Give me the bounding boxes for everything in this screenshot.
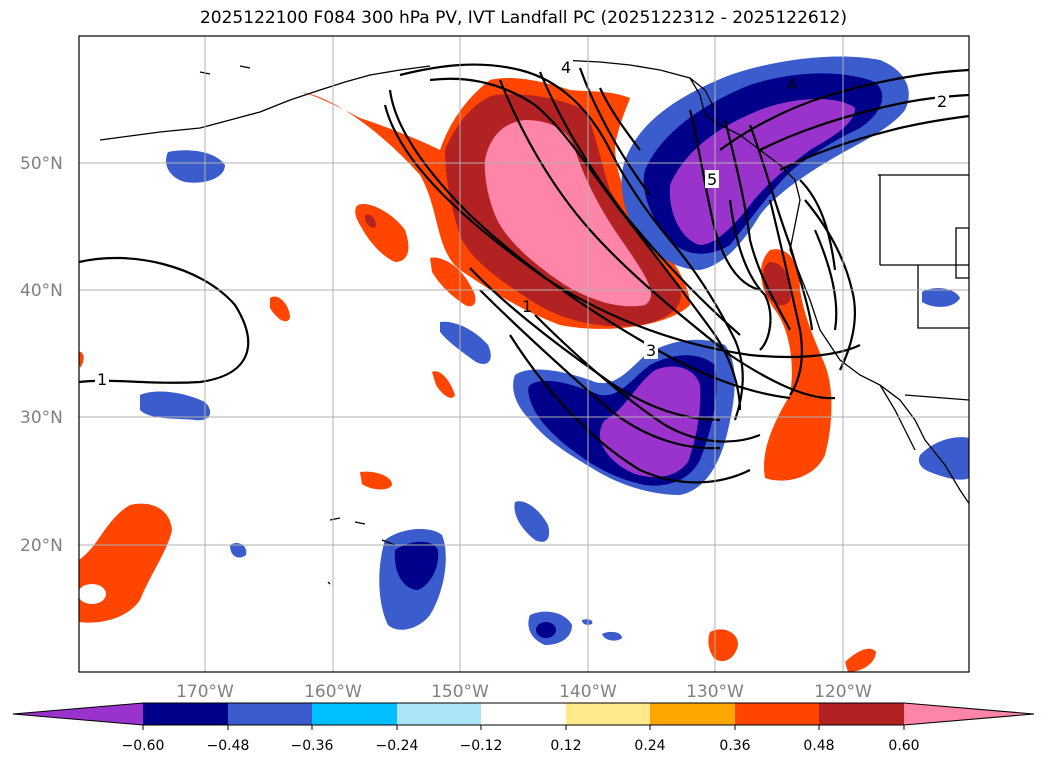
negative-anomaly-small: [922, 288, 960, 307]
colorbar-swatch: [481, 703, 566, 725]
lat-label: 40°N: [20, 281, 63, 301]
colorbar-tick-label: −0.24: [376, 738, 419, 754]
colorbar-tick-label: −0.36: [291, 738, 334, 754]
colorbar-tick-label: 0.60: [888, 738, 919, 754]
lon-label: 170°W: [176, 682, 234, 702]
positive-anomaly-small: [708, 629, 738, 662]
colorbar-tick-label: −0.48: [207, 738, 250, 754]
colorbar-tick-label: 0.12: [550, 738, 581, 754]
negative-anomaly-small: [514, 501, 550, 542]
contour-label: 3: [646, 341, 656, 360]
colorbar-tick-label: 0.36: [719, 738, 750, 754]
lat-label: 30°N: [20, 408, 63, 428]
contour-label: 1: [97, 370, 107, 389]
contour-label: 4: [787, 75, 797, 94]
colorbar-tick-label: 0.48: [803, 738, 834, 754]
colorbar-tick-label: −0.12: [460, 738, 503, 754]
colorbar-swatch: [566, 703, 650, 725]
positive-anomaly-small: [270, 296, 290, 322]
colorbar-tick-label: −0.60: [122, 738, 165, 754]
colorbar-swatch: [397, 703, 481, 725]
colorbar: −0.60 −0.48 −0.36 −0.24 −0.12 0.12 0.24 …: [12, 702, 1035, 754]
positive-anomaly-small: [432, 371, 455, 398]
negative-anomaly-small: [230, 543, 247, 558]
map-frame: [78, 35, 970, 673]
negative-anomaly-small: [140, 391, 211, 421]
negative-anomaly-small: [528, 611, 572, 645]
positive-anomaly-small: [845, 648, 876, 672]
colorbar-tick-label: 0.24: [634, 738, 665, 754]
lon-label: 140°W: [559, 682, 617, 702]
positive-anomaly-small: [430, 257, 476, 307]
lon-label: 130°W: [686, 682, 744, 702]
colorbar-swatch: [735, 703, 819, 725]
map-title: 2025122100 F084 300 hPa PV, IVT Landfall…: [199, 8, 847, 28]
lat-label: 50°N: [20, 154, 63, 174]
colorbar-swatch: [819, 703, 904, 725]
lon-label: 160°W: [304, 682, 362, 702]
gridlines: [79, 36, 969, 672]
contour-label: 5: [707, 170, 717, 189]
contour-label: 4: [561, 58, 571, 77]
lat-label: 20°N: [20, 536, 63, 556]
lon-label: 120°W: [814, 682, 872, 702]
coastlines: [99, 59, 969, 585]
colorbar-extend-right: [904, 703, 1034, 725]
negative-anomaly-small: [165, 150, 225, 183]
colorbar-swatch: [228, 703, 312, 725]
contour-label: 2: [937, 92, 947, 111]
positive-anomaly-small: [360, 471, 392, 490]
lon-label: 150°W: [431, 682, 489, 702]
negative-anomaly-small: [440, 321, 491, 365]
contour-labels: 1 2 3 4 5 1 4: [95, 58, 949, 389]
colorbar-swatch: [143, 703, 228, 725]
contour-label: 1: [522, 297, 532, 316]
colorbar-extend-left: [13, 703, 143, 725]
colorbar-swatch: [312, 703, 397, 725]
colorbar-swatch: [650, 703, 735, 725]
negative-anomaly-hawaii: [379, 528, 446, 630]
